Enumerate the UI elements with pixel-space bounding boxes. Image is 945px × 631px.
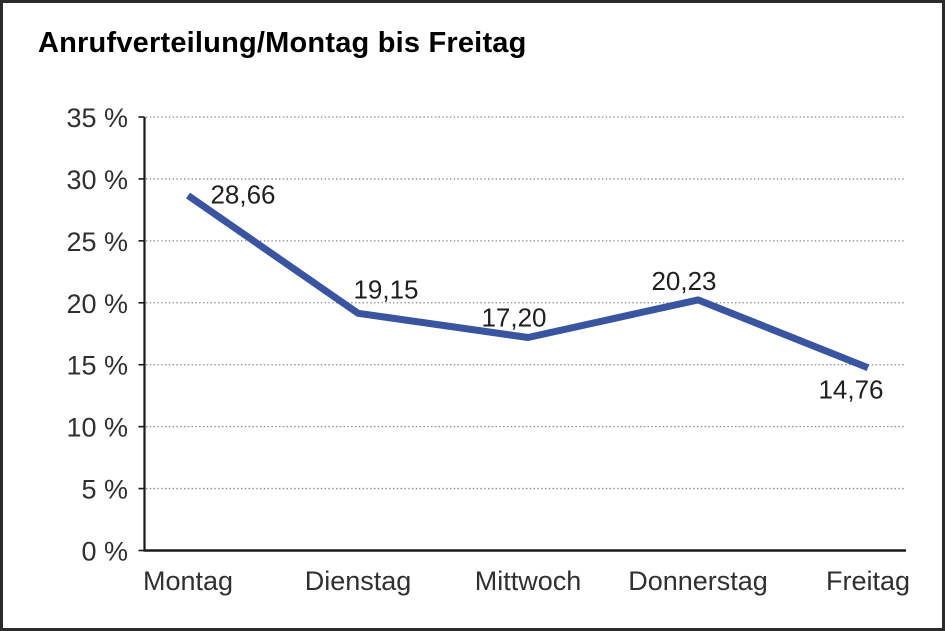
data-point-label: 17,20 <box>481 302 546 332</box>
x-axis-category-label: Donnerstag <box>628 566 768 596</box>
data-point-label: 28,66 <box>210 180 275 210</box>
y-axis-tick-label: 35 % <box>66 103 128 133</box>
y-axis-tick-label: 30 % <box>66 165 128 195</box>
data-point-label: 20,23 <box>651 266 716 296</box>
x-axis-category-label: Freitag <box>826 566 910 596</box>
x-axis-category-label: Montag <box>143 566 233 596</box>
x-axis-category-label: Dienstag <box>305 566 412 596</box>
y-axis-tick-label: 15 % <box>66 351 128 381</box>
data-point-label: 14,76 <box>818 375 883 405</box>
data-point-label: 19,15 <box>353 274 418 304</box>
y-axis-tick-label: 0 % <box>81 537 128 567</box>
y-axis-tick-label: 20 % <box>66 289 128 319</box>
x-axis-category-label: Mittwoch <box>475 566 582 596</box>
y-axis-tick-label: 5 % <box>81 475 128 505</box>
series-line <box>186 192 870 371</box>
chart-title: Anrufverteilung/Montag bis Freitag <box>38 27 527 59</box>
y-axis-tick-label: 10 % <box>66 413 128 443</box>
y-axis-tick-label: 25 % <box>66 227 128 257</box>
